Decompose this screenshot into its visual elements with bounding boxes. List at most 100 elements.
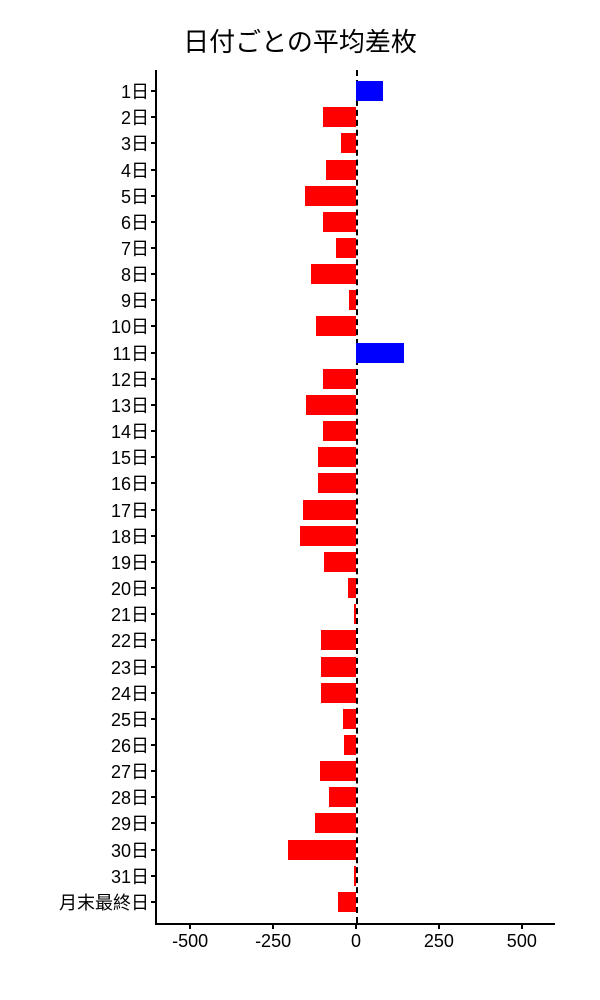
x-tick (189, 923, 191, 929)
x-axis-label: -500 (172, 931, 208, 952)
y-tick (151, 613, 157, 615)
y-tick (151, 430, 157, 432)
y-axis-label: 7日 (121, 235, 149, 261)
y-axis-label: 12日 (111, 366, 149, 392)
bar (316, 316, 356, 336)
y-tick (151, 325, 157, 327)
y-tick (151, 875, 157, 877)
y-tick (151, 142, 157, 144)
bar (303, 500, 356, 520)
y-tick (151, 744, 157, 746)
bar (348, 578, 356, 598)
y-axis-label: 21日 (111, 601, 149, 627)
y-axis-label: 14日 (111, 418, 149, 444)
y-axis-label: 24日 (111, 680, 149, 706)
y-tick (151, 273, 157, 275)
y-axis-label: 30日 (111, 837, 149, 863)
bar (324, 552, 356, 572)
y-axis-label: 3日 (121, 130, 149, 156)
x-tick (355, 923, 357, 929)
y-tick (151, 901, 157, 903)
y-axis-label: 月末最終日 (59, 889, 149, 915)
y-tick (151, 352, 157, 354)
y-tick (151, 195, 157, 197)
y-axis-label: 8日 (121, 261, 149, 287)
bar (356, 343, 404, 363)
y-axis-label: 10日 (111, 313, 149, 339)
y-axis-label: 17日 (111, 497, 149, 523)
y-tick (151, 692, 157, 694)
bar (323, 421, 356, 441)
y-axis-label: 11日 (112, 340, 149, 366)
y-tick (151, 404, 157, 406)
y-axis-label: 16日 (111, 470, 149, 496)
y-axis-label: 2日 (121, 104, 149, 130)
y-tick (151, 718, 157, 720)
x-axis-label: 500 (507, 931, 537, 952)
y-tick (151, 822, 157, 824)
y-axis-label: 18日 (111, 523, 149, 549)
bar (323, 369, 356, 389)
y-tick (151, 770, 157, 772)
y-axis-label: 6日 (121, 209, 149, 235)
bar (354, 866, 356, 886)
y-axis-label: 15日 (111, 444, 149, 470)
y-tick (151, 561, 157, 563)
y-tick (151, 169, 157, 171)
bar (318, 447, 356, 467)
y-axis-label: 31日 (111, 863, 149, 889)
bar (321, 630, 356, 650)
bar (321, 657, 356, 677)
bar (300, 526, 356, 546)
x-tick (272, 923, 274, 929)
bar (306, 395, 356, 415)
y-axis-label: 5日 (121, 183, 149, 209)
y-axis-label: 9日 (121, 287, 149, 313)
bar (321, 683, 356, 703)
x-tick (521, 923, 523, 929)
bar (344, 735, 356, 755)
bar (311, 264, 356, 284)
bar (323, 212, 356, 232)
chart-title: 日付ごとの平均差枚 (0, 22, 600, 59)
bar (329, 787, 356, 807)
y-tick (151, 116, 157, 118)
y-tick (151, 849, 157, 851)
y-tick (151, 456, 157, 458)
bar (323, 107, 356, 127)
y-tick (151, 247, 157, 249)
y-tick (151, 221, 157, 223)
y-tick (151, 299, 157, 301)
y-tick (151, 509, 157, 511)
bar (315, 813, 356, 833)
bar (349, 290, 356, 310)
bar (356, 81, 383, 101)
y-axis-label: 23日 (111, 654, 149, 680)
y-tick (151, 639, 157, 641)
y-axis-label: 19日 (111, 549, 149, 575)
chart-container: 日付ごとの平均差枚 1日2日3日4日5日6日7日8日9日10日11日12日13日… (0, 0, 600, 1000)
plot-area: 1日2日3日4日5日6日7日8日9日10日11日12日13日14日15日16日1… (155, 70, 555, 925)
y-axis-label: 20日 (111, 575, 149, 601)
y-axis-label: 4日 (121, 157, 149, 183)
y-tick (151, 90, 157, 92)
bar (343, 709, 356, 729)
y-tick (151, 796, 157, 798)
x-tick (438, 923, 440, 929)
bar (288, 840, 356, 860)
bars-group: 1日2日3日4日5日6日7日8日9日10日11日12日13日14日15日16日1… (157, 70, 555, 923)
y-tick (151, 587, 157, 589)
bar (341, 133, 356, 153)
y-axis-label: 22日 (111, 627, 149, 653)
bar (354, 604, 356, 624)
y-axis-label: 26日 (111, 732, 149, 758)
y-axis-label: 28日 (111, 784, 149, 810)
x-axis-label: 0 (351, 931, 361, 952)
bar (305, 186, 356, 206)
bar (338, 892, 356, 912)
y-axis-label: 27日 (111, 758, 149, 784)
y-tick (151, 535, 157, 537)
x-axis-label: -250 (255, 931, 291, 952)
y-axis-label: 1日 (121, 78, 149, 104)
bar (326, 160, 356, 180)
